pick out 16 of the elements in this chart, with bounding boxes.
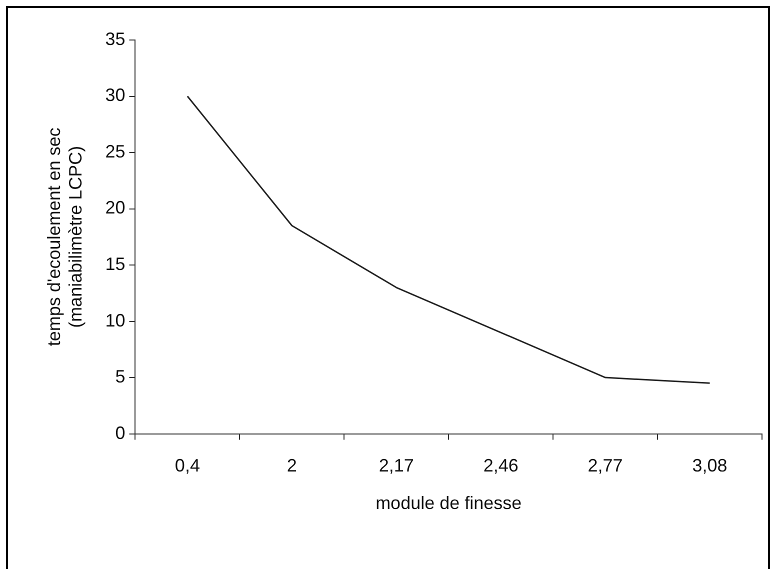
y-tick-label: 20 — [105, 198, 126, 218]
y-tick-label: 30 — [105, 85, 126, 106]
x-tick-label: 2 — [286, 456, 297, 476]
y-tick-label: 25 — [105, 141, 126, 162]
x-tick-label: 2,46 — [483, 456, 518, 476]
x-axis-title: module de finesse — [376, 493, 522, 514]
x-tick-label: 2,77 — [588, 456, 623, 476]
y-tick-label: 5 — [115, 366, 126, 387]
x-tick-label: 3,08 — [692, 456, 728, 476]
y-tick-label: 0 — [115, 422, 126, 443]
x-tick-label: 2,17 — [378, 456, 414, 476]
y-tick-label: 10 — [105, 310, 126, 330]
y-tick-label: 35 — [105, 28, 126, 49]
y-axis-title: temps d'ecoulement en sec (maniabilimètre LCPC) — [44, 128, 86, 346]
y-tick-label: 15 — [105, 254, 126, 274]
x-tick-label: 0,4 — [174, 456, 200, 476]
